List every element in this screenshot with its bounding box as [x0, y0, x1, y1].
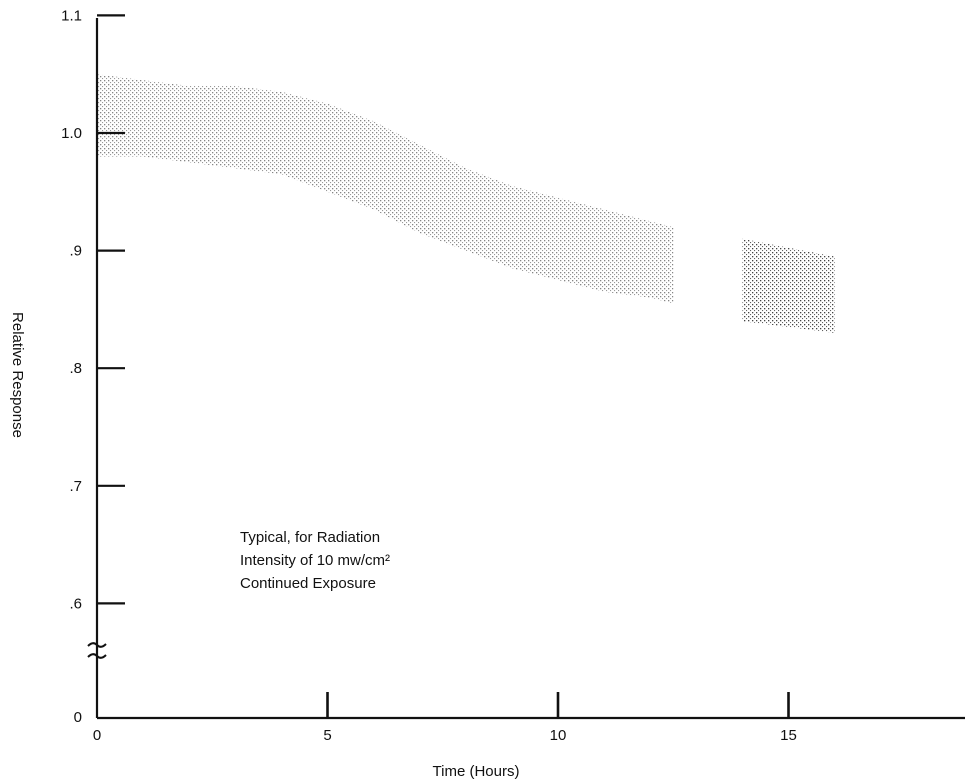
annotation-line-3: Continued Exposure — [240, 575, 376, 592]
y-tick-label: .6 — [69, 595, 82, 612]
x-tick-label: 15 — [780, 727, 797, 744]
response-band-1 — [97, 74, 674, 304]
y-axis-title: Relative Response — [9, 312, 26, 438]
y-tick-label: 0 — [74, 709, 82, 726]
annotation-line-1: Typical, for Radiation — [240, 529, 380, 546]
y-tick-label: 1.1 — [61, 7, 82, 24]
y-tick-label: .7 — [69, 478, 82, 495]
y-tick-label: .8 — [69, 360, 82, 377]
x-tick-label: 5 — [323, 727, 331, 744]
y-tick-label: .9 — [69, 243, 82, 260]
x-axis-title: Time (Hours) — [433, 763, 520, 780]
axis-break-mark-upper — [87, 642, 107, 648]
annotation-line-2: Intensity of 10 mw/cm² — [240, 552, 390, 569]
x-tick-label: 10 — [550, 727, 567, 744]
axis-break-mark-lower — [87, 653, 107, 659]
y-tick-label: 1.0 — [61, 125, 82, 142]
response-band-2 — [742, 238, 835, 333]
x-tick-label: 0 — [93, 727, 101, 744]
